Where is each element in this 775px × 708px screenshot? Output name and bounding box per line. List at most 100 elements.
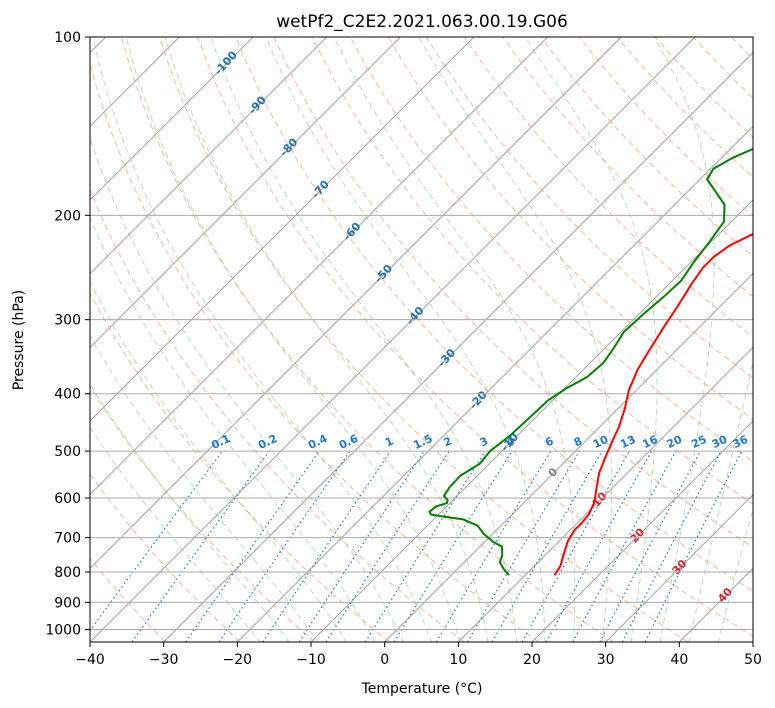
mixing-ratio-line [185,450,320,642]
y-tick-label: 800 [54,565,81,581]
isotherm-line [90,37,696,642]
dry-adiabat-line [425,37,753,379]
y-tick-label: 300 [54,313,81,329]
dry-adiabat-line [387,37,753,420]
x-tick-label: 50 [744,652,762,668]
y-axis-ticks: 100 200 300 400 500 600 700 800 900 1000 [45,30,90,638]
dry-adiabat-line [159,37,689,642]
dry-adiabat-label: -20 [467,388,490,412]
mixing-ratio-line [262,450,392,642]
moist-adiabat-line [524,37,658,642]
dry-adiabat-line [90,385,316,642]
mixing-ratio-line [298,450,425,642]
y-tick-label: 200 [54,208,81,224]
x-tick-label: −30 [149,652,179,668]
moist-adiabat-line [92,37,432,642]
mixing-ratio-label: 3 [478,434,490,449]
isotherm-line [90,37,622,569]
dry-adiabat-label: -60 [341,220,364,244]
dry-adiabat-label: -30 [435,346,458,370]
mixing-ratio-label: 1 [383,434,395,449]
x-tick-label: 0 [380,652,389,668]
moist-adiabat-line [717,506,753,642]
chart-title: wetPf2_C2E2.2021.063.00.19.G06 [276,12,568,32]
background-labels: 0.1 0.2 0.4 0.6 1 1.5 2 3 4 6 8 10 13 16 20 25 30 36-100-… [209,48,750,605]
mixing-ratio-line [393,450,513,642]
dry-adiabat-line [197,37,753,637]
dry-adiabat-line [692,37,753,99]
mixing-ratio-label: 20 [665,433,685,451]
isotherm-line [384,273,753,642]
dry-adiabat-line [311,37,753,505]
mixing-ratio-label: 10 [591,433,611,451]
moist-adiabat-line [125,37,461,642]
dry-adiabat-label: -40 [404,304,427,328]
isotherm-line [531,420,753,642]
x-tick-label: −20 [223,652,253,668]
isotherm-line [237,125,753,642]
y-tick-label: 600 [54,491,81,507]
isotherm-line [163,52,753,642]
isotherm-line [679,567,753,642]
temperature-profile-line [553,232,753,576]
moist-adiabat-line [90,136,404,642]
moist-adiabat-line [90,334,319,642]
dry-adiabat-label: -90 [246,93,269,117]
mixing-ratio-label: 1.5 [411,432,434,452]
moist-adiabat-line [265,37,546,642]
moist-adiabat-line [210,37,518,642]
dry-adiabat-label: 0 [546,465,561,480]
mixing-ratio-label: 25 [689,433,708,451]
mixing-ratio-line [325,450,450,642]
pressure-grid [90,37,753,630]
mixing-ratio-line [521,450,631,642]
x-tick-label: 40 [670,652,688,668]
dry-adiabat-label: -50 [372,262,395,286]
moist-adiabat-line [90,280,347,642]
dry-adiabat-label: -70 [309,178,332,202]
isotherm-line [752,641,753,642]
mixing-ratio-line [131,450,270,642]
mixing-ratio-label: 13 [618,433,637,451]
mixing-ratio-line [90,450,223,632]
isotherm-line [90,37,475,422]
y-tick-label: 100 [54,30,81,46]
dry-adiabat-line [502,37,753,298]
mixing-ratio-label: 6 [543,434,556,449]
mixing-ratio-label: 0.1 [209,432,232,452]
dewpoint-profile-line [428,147,753,576]
mixing-ratio-line [572,450,677,642]
profile-series [428,147,753,576]
isotherm-line [90,37,254,201]
dry-adiabat-line [654,37,753,139]
y-tick-label: 1000 [45,622,81,638]
mixing-ratio-line [435,450,552,642]
mixing-ratio-label: 16 [640,433,660,451]
isotherm-line [90,37,327,275]
y-tick-label: 500 [54,444,81,460]
mixing-ratio-line [466,450,580,642]
mixing-ratio-line [644,450,743,642]
mixing-ratio-label: 8 [572,434,584,449]
mixing-ratio-line [218,450,351,642]
moist-adiabat-line [688,358,753,642]
moist-adiabat-line [333,37,576,642]
moist-adiabat-line [164,37,489,642]
x-tick-label: 20 [523,652,541,668]
mixing-ratio-line [621,450,722,642]
mixing-ratio-label: 2 [442,434,454,449]
y-tick-label: 400 [54,387,81,403]
dry-adiabat-line [90,188,465,642]
isotherm-line [90,37,401,348]
x-axis-ticks: −40 −30 −20 −10 0 10 20 30 40 50 [75,642,762,668]
mixing-ratio-label: 30 [710,433,730,451]
isotherm-line [310,199,753,642]
mixing-ratio-line [364,450,486,642]
dry-adiabat-line [235,37,753,592]
moist-adiabat-line [90,216,376,642]
dry-adiabat-line [90,62,540,642]
background-lines [90,37,753,642]
dry-adiabat-line [273,37,753,548]
dry-adiabat-label: -80 [277,135,300,159]
